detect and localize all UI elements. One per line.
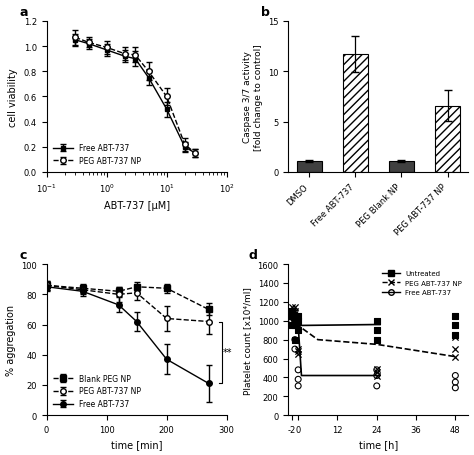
Text: **: ** bbox=[223, 348, 233, 358]
X-axis label: time [h]: time [h] bbox=[359, 440, 398, 450]
Point bbox=[291, 318, 299, 325]
Point bbox=[291, 322, 299, 329]
Point bbox=[452, 372, 459, 379]
Point bbox=[373, 368, 381, 375]
Point bbox=[452, 332, 459, 339]
Bar bbox=[435, 106, 460, 172]
Point bbox=[452, 334, 459, 341]
Point bbox=[291, 336, 299, 344]
Point bbox=[452, 313, 459, 320]
Point bbox=[291, 308, 299, 315]
Point bbox=[288, 322, 295, 329]
Point bbox=[452, 322, 459, 329]
Point bbox=[373, 336, 381, 344]
Point bbox=[373, 318, 381, 325]
Point bbox=[294, 346, 302, 353]
Y-axis label: % aggregation: % aggregation bbox=[6, 304, 16, 375]
Point bbox=[452, 346, 459, 353]
Point bbox=[288, 313, 295, 320]
Point bbox=[288, 308, 295, 315]
Point bbox=[288, 318, 295, 325]
Legend: Blank PEG NP, PEG ABT-737 NP, Free ABT-737: Blank PEG NP, PEG ABT-737 NP, Free ABT-7… bbox=[50, 371, 144, 411]
Point bbox=[294, 313, 302, 320]
X-axis label: time [min]: time [min] bbox=[111, 440, 163, 450]
Text: a: a bbox=[19, 6, 28, 19]
Point bbox=[291, 336, 299, 344]
Point bbox=[373, 372, 381, 379]
Bar bbox=[343, 55, 368, 172]
Point bbox=[288, 308, 295, 315]
Y-axis label: Platelet count [x10⁴/ml]: Platelet count [x10⁴/ml] bbox=[243, 286, 252, 394]
Legend: Free ABT-737, PEG ABT-737 NP: Free ABT-737, PEG ABT-737 NP bbox=[50, 141, 144, 169]
Point bbox=[452, 353, 459, 360]
Point bbox=[288, 303, 295, 311]
Point bbox=[294, 376, 302, 383]
Point bbox=[291, 322, 299, 329]
Point bbox=[294, 318, 302, 325]
Point bbox=[373, 382, 381, 389]
Point bbox=[294, 382, 302, 389]
Point bbox=[452, 379, 459, 386]
Point bbox=[373, 372, 381, 379]
Text: d: d bbox=[249, 248, 257, 262]
X-axis label: ABT-737 [μM]: ABT-737 [μM] bbox=[103, 200, 170, 210]
Y-axis label: cell viability: cell viability bbox=[8, 68, 18, 126]
Text: b: b bbox=[261, 6, 270, 19]
Point bbox=[288, 308, 295, 315]
Legend: Untreated, PEG ABT-737 NP, Free ABT-737: Untreated, PEG ABT-737 NP, Free ABT-737 bbox=[380, 268, 465, 298]
Y-axis label: Caspase 3/7 activity
[fold change to control]: Caspase 3/7 activity [fold change to con… bbox=[243, 44, 263, 151]
Text: c: c bbox=[19, 248, 27, 262]
Bar bbox=[297, 162, 322, 172]
Bar bbox=[389, 162, 414, 172]
Point bbox=[294, 327, 302, 334]
Point bbox=[373, 327, 381, 334]
Point bbox=[291, 303, 299, 311]
Point bbox=[452, 384, 459, 392]
Point bbox=[291, 308, 299, 315]
Point bbox=[288, 318, 295, 325]
Point bbox=[291, 346, 299, 353]
Point bbox=[294, 348, 302, 355]
Point bbox=[373, 365, 381, 373]
Point bbox=[294, 366, 302, 374]
Point bbox=[288, 313, 295, 320]
Point bbox=[373, 366, 381, 374]
Point bbox=[294, 350, 302, 358]
